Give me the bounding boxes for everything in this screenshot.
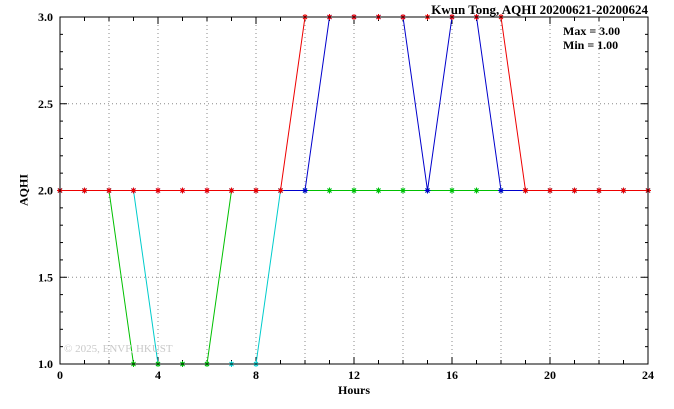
x-tick-label: 16 <box>446 368 458 382</box>
series-marker-red-day <box>81 187 88 194</box>
y-tick-label: 3.0 <box>38 10 53 24</box>
plot-border <box>59 16 649 365</box>
series-marker-red-day <box>596 187 602 194</box>
series-marker-red-day <box>106 187 112 194</box>
x-axis-title: Hours <box>337 383 371 397</box>
series-marker-red-day <box>277 187 284 194</box>
series-marker-green-day <box>400 187 406 194</box>
series-marker-green-day <box>351 187 357 194</box>
series-marker-red-day <box>547 187 553 194</box>
x-tick-label: 0 <box>57 368 63 382</box>
series-marker-red-day <box>204 187 210 194</box>
x-tick-label: 24 <box>642 368 654 382</box>
y-tick-label: 1.5 <box>38 270 53 284</box>
series-marker-red-day <box>253 187 259 194</box>
x-tick-label: 12 <box>348 368 360 382</box>
series-marker-green-day <box>326 187 333 194</box>
y-tick-label: 1.0 <box>38 357 53 371</box>
series-marker-blue-day <box>424 187 431 194</box>
y-tick-label: 2.0 <box>38 184 53 198</box>
x-tick-label: 20 <box>544 368 556 382</box>
series-marker-red-day <box>130 187 137 194</box>
series-marker-red-day <box>179 187 186 194</box>
series-marker-red-day <box>522 187 529 194</box>
series-marker-red-day <box>155 187 161 194</box>
x-tick-label: 4 <box>155 368 161 382</box>
max-value-label: Max = 3.00 <box>563 24 621 38</box>
series-marker-blue-day <box>302 187 308 194</box>
series-marker-blue-day <box>498 187 504 194</box>
y-tick-label: 2.5 <box>38 97 53 111</box>
stats-annotation: Max = 3.00 Min = 1.00 <box>563 24 620 52</box>
watermark: © 2025, ENVF, HKUST <box>64 343 173 355</box>
chart-title: Kwun Tong, AQHI 20200621-20200624 <box>431 2 648 17</box>
series-marker-green-day <box>375 187 382 194</box>
x-tick-label: 8 <box>253 368 259 382</box>
min-value-label: Min = 1.00 <box>563 38 619 52</box>
series-marker-red-day <box>571 187 578 194</box>
series-marker-red-day <box>620 187 627 194</box>
series-marker-green-day <box>473 187 480 194</box>
series-marker-red-day <box>228 187 235 194</box>
y-axis-title: AQHI <box>16 173 31 207</box>
series-marker-green-day <box>449 187 455 194</box>
